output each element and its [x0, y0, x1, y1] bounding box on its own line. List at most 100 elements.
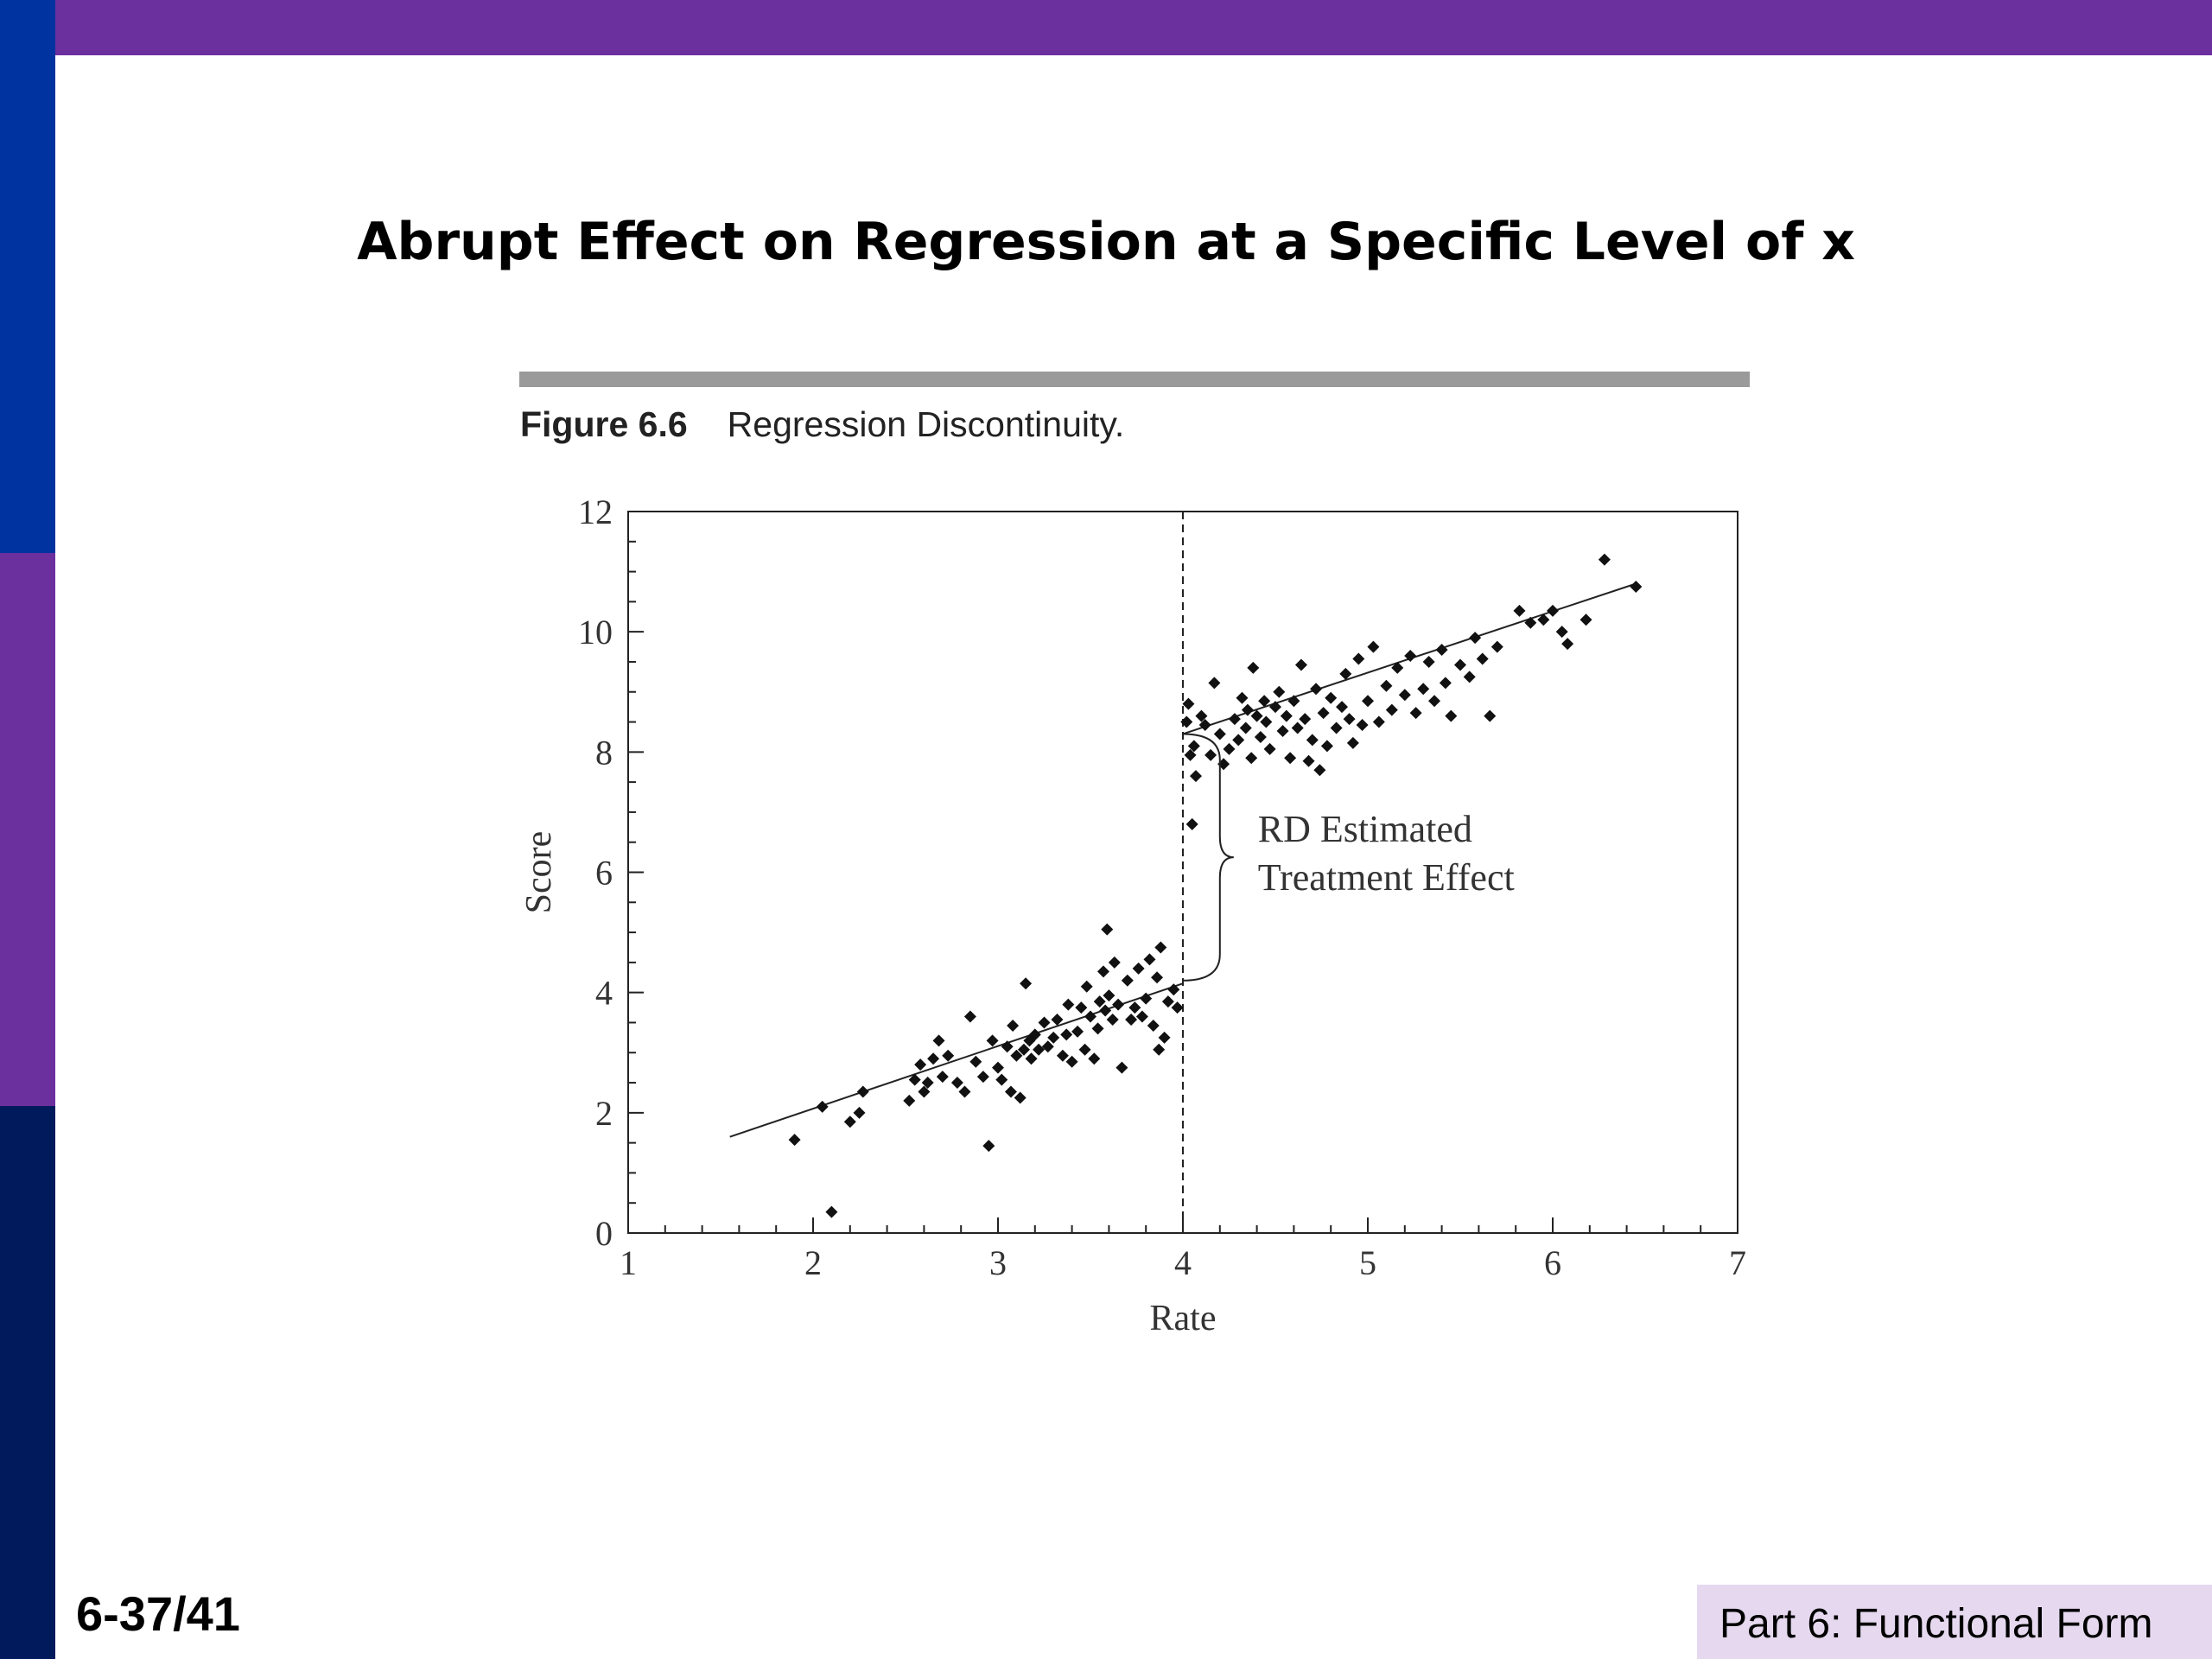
data-point [932, 1034, 945, 1047]
data-point [1454, 658, 1466, 671]
data-point [1132, 962, 1145, 975]
data-point [1135, 1010, 1148, 1023]
data-point [816, 1100, 829, 1113]
data-point [969, 1055, 982, 1068]
data-point [1189, 770, 1202, 783]
data-point [1247, 661, 1260, 674]
data-point [1033, 1043, 1046, 1056]
data-point [1299, 713, 1312, 726]
data-point [1020, 977, 1033, 990]
left-accent-bar [0, 0, 55, 1659]
data-point [1236, 691, 1249, 704]
data-point [1398, 689, 1411, 702]
data-point [1093, 995, 1106, 1008]
y-tick-label: 2 [595, 1094, 613, 1133]
data-point [1232, 734, 1245, 747]
data-point [1056, 1049, 1069, 1062]
data-point [1014, 1091, 1027, 1104]
footer-text: Part 6: Functional Form [1719, 1601, 2153, 1647]
y-tick-label: 0 [595, 1214, 613, 1253]
data-point [1484, 709, 1497, 722]
data-point [1187, 740, 1200, 753]
data-point [1346, 736, 1359, 749]
data-point [1325, 691, 1338, 704]
data-point [1171, 1001, 1184, 1014]
data-point [1513, 604, 1526, 617]
data-point [1352, 652, 1365, 665]
data-point [1101, 923, 1114, 936]
data-point [1047, 1031, 1060, 1044]
data-point [1121, 974, 1134, 987]
data-point [1023, 1034, 1036, 1047]
data-point [1287, 695, 1300, 708]
data-point [1422, 655, 1435, 668]
data-point [1158, 1031, 1171, 1044]
data-point [1128, 1001, 1141, 1014]
data-point [1269, 701, 1281, 714]
data-point [1367, 640, 1380, 653]
data-point [1182, 697, 1195, 710]
x-tick-label: 1 [620, 1243, 637, 1282]
data-point [1580, 613, 1592, 626]
annotation-label-line: RD Estimated [1258, 808, 1472, 850]
data-point [995, 1073, 1008, 1086]
data-point [1153, 1043, 1166, 1056]
data-point [1108, 956, 1121, 969]
data-point [1260, 715, 1273, 728]
data-point [936, 1071, 949, 1084]
data-point [921, 1077, 934, 1090]
data-point [1254, 730, 1267, 743]
data-point [1112, 998, 1125, 1011]
data-point [958, 1085, 971, 1098]
slide-number: 6-37/41 [76, 1586, 240, 1641]
data-point [1213, 728, 1226, 741]
data-point [1106, 1013, 1119, 1026]
data-point [856, 1085, 869, 1098]
x-tick-label: 2 [804, 1243, 822, 1282]
data-point [1313, 764, 1326, 777]
data-point [1060, 1028, 1073, 1041]
figure-caption-text: Regression Discontinuity. [727, 404, 1125, 444]
data-point [1228, 713, 1241, 726]
data-point [825, 1205, 838, 1218]
top-accent-bar [0, 0, 2212, 55]
slide-title: Abrupt Effect on Regression at a Specifi… [357, 212, 1855, 272]
data-point [1417, 683, 1430, 696]
data-point [1598, 553, 1611, 566]
data-point [903, 1094, 916, 1107]
data-point [1140, 992, 1153, 1005]
data-point [1372, 715, 1385, 728]
data-point [1103, 989, 1116, 1002]
data-point [1017, 1043, 1030, 1056]
y-tick-label: 4 [595, 974, 613, 1013]
data-point [1250, 709, 1263, 722]
data-point [1339, 667, 1352, 680]
data-point [1084, 1010, 1096, 1023]
data-point [1294, 658, 1307, 671]
data-point [1280, 709, 1293, 722]
data-point [1116, 1061, 1128, 1074]
data-point [1001, 1040, 1014, 1053]
data-point [1096, 965, 1109, 978]
data-point [918, 1085, 931, 1098]
data-point [1320, 740, 1333, 753]
data-point [1561, 638, 1574, 651]
data-point [1241, 703, 1254, 716]
data-point [1476, 652, 1489, 665]
data-point [1167, 983, 1180, 996]
data-point [963, 1010, 976, 1023]
data-point [1062, 998, 1075, 1011]
data-point [1380, 679, 1393, 692]
data-point [1469, 632, 1482, 645]
data-point [1099, 1004, 1112, 1017]
data-point [1385, 703, 1398, 716]
figure-caption: Figure 6.6 Regression Discontinuity. [520, 404, 1124, 445]
data-point [1078, 1043, 1091, 1056]
data-point [1088, 1052, 1101, 1065]
data-point [1195, 709, 1208, 722]
data-point [1263, 742, 1276, 755]
x-axis-label: Rate [1150, 1299, 1217, 1338]
data-point [1004, 1085, 1017, 1098]
data-point [1330, 721, 1343, 734]
